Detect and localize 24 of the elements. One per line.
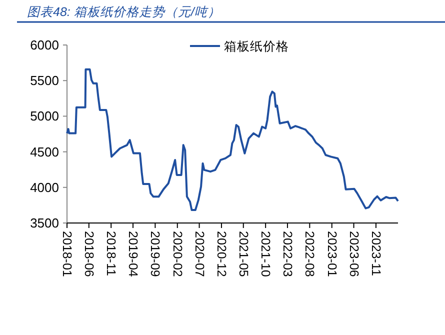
x-tick-label: 2023-01	[324, 231, 339, 277]
y-tick-label: 3500	[30, 216, 59, 230]
x-tick-label: 2023-06	[346, 231, 361, 277]
y-tick-label: 4000	[30, 180, 59, 195]
x-tick-label: 2022-03	[280, 231, 294, 277]
x-tick-label: 2022-08	[302, 231, 317, 277]
x-tick-label: 2020-07	[192, 231, 206, 277]
x-tick-label: 2021-05	[236, 231, 250, 277]
x-tick-label: 2019-09	[148, 231, 162, 277]
x-tick-label: 2018-11	[104, 231, 118, 276]
x-tick-label: 2019-04	[126, 231, 140, 277]
y-tick-label: 5000	[30, 108, 59, 124]
chart-title: 图表48: 箱板纸价格走势（元/吨）	[27, 5, 220, 19]
x-tick-label: 2018-01	[60, 231, 74, 277]
x-tick-label: 2021-10	[258, 231, 273, 277]
legend-label: 箱板纸价格	[224, 40, 289, 54]
y-tick-label: 6000	[30, 38, 59, 52]
x-tick-label: 2023-11	[368, 231, 383, 276]
x-tick-label: 2018-06	[82, 231, 96, 277]
x-tick-label: 2020-02	[170, 231, 184, 277]
line-series	[66, 68, 399, 212]
y-tick-label: 4500	[30, 144, 59, 160]
x-tick-label: 2020-12	[214, 231, 228, 277]
y-tick-label: 5500	[30, 73, 59, 88]
